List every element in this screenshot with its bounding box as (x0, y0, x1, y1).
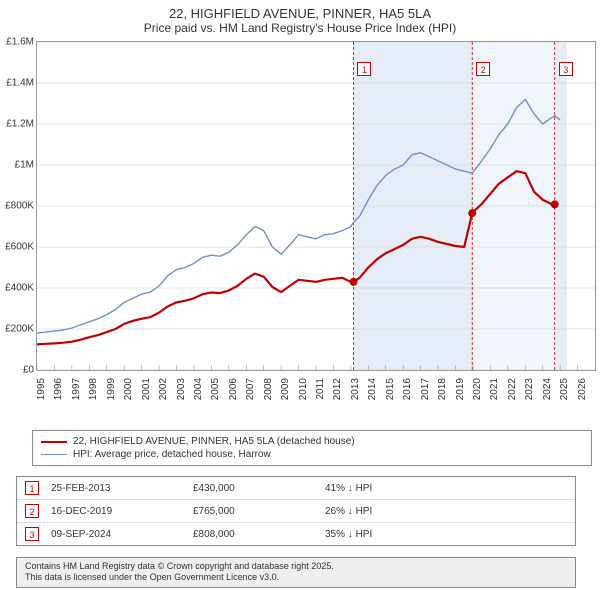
x-tick-label: 2004 (193, 378, 204, 400)
legend-row: HPI: Average price, detached house, Harr… (41, 448, 583, 461)
x-tick-label: 2007 (245, 378, 256, 400)
y-axis-labels: £0£200K£400K£600K£800K£1M£1.2M£1.4M£1.6M (0, 42, 36, 372)
page-title: 22, HIGHFIELD AVENUE, PINNER, HA5 5LA (0, 6, 600, 21)
table-price: £430,000 (193, 483, 313, 494)
x-tick-label: 2008 (263, 378, 274, 400)
table-row: 3 09-SEP-2024 £808,000 35% ↓ HPI (17, 522, 575, 545)
x-tick-label: 2006 (228, 378, 239, 400)
x-tick-label: 2025 (559, 378, 570, 400)
table-price: £765,000 (193, 506, 313, 517)
x-tick-label: 2019 (455, 378, 466, 400)
chart-area: 1 2 3 (36, 41, 596, 371)
x-axis-labels: 1995 1996 1997 1998 1999 2000 2001 2002 2003 2004… (36, 374, 596, 428)
table-marker: 1 (25, 481, 39, 495)
y-tick-label: £1.2M (6, 119, 34, 130)
x-tick-label: 2021 (489, 378, 500, 400)
sales-table: 1 25-FEB-2013 £430,000 41% ↓ HPI 2 16-DEC-201… (16, 476, 576, 546)
x-tick-label: 1997 (71, 378, 82, 400)
table-date: 09-SEP-2024 (51, 529, 181, 540)
table-marker: 3 (25, 527, 39, 541)
y-tick-label: £0 (23, 365, 34, 376)
chart-svg (37, 42, 595, 370)
y-tick-label: £200K (5, 324, 34, 335)
x-tick-label: 2017 (420, 378, 431, 400)
legend-swatch (41, 441, 67, 443)
x-tick-label: 2015 (385, 378, 396, 400)
chart-marker: 3 (559, 62, 573, 76)
table-row: 1 25-FEB-2013 £430,000 41% ↓ HPI (17, 477, 575, 499)
x-tick-label: 2020 (472, 378, 483, 400)
footer-line-1: Contains HM Land Registry data © Crown c… (25, 561, 567, 572)
x-tick-label: 2011 (315, 378, 326, 400)
legend: 22, HIGHFIELD AVENUE, PINNER, HA5 5LA (d… (32, 430, 592, 466)
page-subtitle: Price paid vs. HM Land Registry's House … (0, 21, 600, 35)
y-tick-label: £800K (5, 201, 34, 212)
table-marker: 2 (25, 504, 39, 518)
x-tick-label: 2026 (577, 378, 588, 400)
table-comparison: 41% ↓ HPI (325, 483, 445, 494)
chart-marker: 2 (476, 62, 490, 76)
x-tick-label: 2016 (402, 378, 413, 400)
x-tick-label: 1998 (88, 378, 99, 400)
x-tick-label: 2023 (524, 378, 535, 400)
legend-swatch (41, 454, 67, 455)
y-tick-label: £400K (5, 283, 34, 294)
x-tick-label: 2002 (158, 378, 169, 400)
table-date: 16-DEC-2019 (51, 506, 181, 517)
x-tick-label: 2013 (350, 378, 361, 400)
table-date: 25-FEB-2013 (51, 483, 181, 494)
x-tick-label: 1995 (36, 378, 47, 400)
x-tick-label: 1996 (53, 378, 64, 400)
x-tick-label: 2024 (542, 378, 553, 400)
x-tick-label: 2005 (210, 378, 221, 400)
x-tick-label: 2014 (367, 378, 378, 400)
y-tick-label: £600K (5, 242, 34, 253)
x-tick-label: 2001 (141, 378, 152, 400)
x-tick-label: 2012 (332, 378, 343, 400)
x-tick-label: 2003 (176, 378, 187, 400)
table-row: 2 16-DEC-2019 £765,000 26% ↓ HPI (17, 499, 575, 522)
x-tick-label: 2009 (280, 378, 291, 400)
x-tick-label: 2010 (298, 378, 309, 400)
legend-row: 22, HIGHFIELD AVENUE, PINNER, HA5 5LA (d… (41, 435, 583, 448)
footer-line-2: This data is licensed under the Open Gov… (25, 572, 567, 583)
footer-attribution: Contains HM Land Registry data © Crown c… (16, 557, 576, 588)
table-price: £808,000 (193, 529, 313, 540)
y-tick-label: £1.4M (6, 78, 34, 89)
chart-marker: 1 (357, 62, 371, 76)
y-tick-label: £1.6M (6, 37, 34, 48)
y-tick-label: £1M (15, 160, 34, 171)
legend-label: 22, HIGHFIELD AVENUE, PINNER, HA5 5LA (d… (73, 436, 355, 447)
table-comparison: 26% ↓ HPI (325, 506, 445, 517)
x-tick-label: 1999 (106, 378, 117, 400)
x-tick-label: 2018 (437, 378, 448, 400)
table-comparison: 35% ↓ HPI (325, 529, 445, 540)
legend-label: HPI: Average price, detached house, Harr… (73, 449, 271, 460)
x-tick-label: 2022 (507, 378, 518, 400)
x-tick-label: 2000 (123, 378, 134, 400)
